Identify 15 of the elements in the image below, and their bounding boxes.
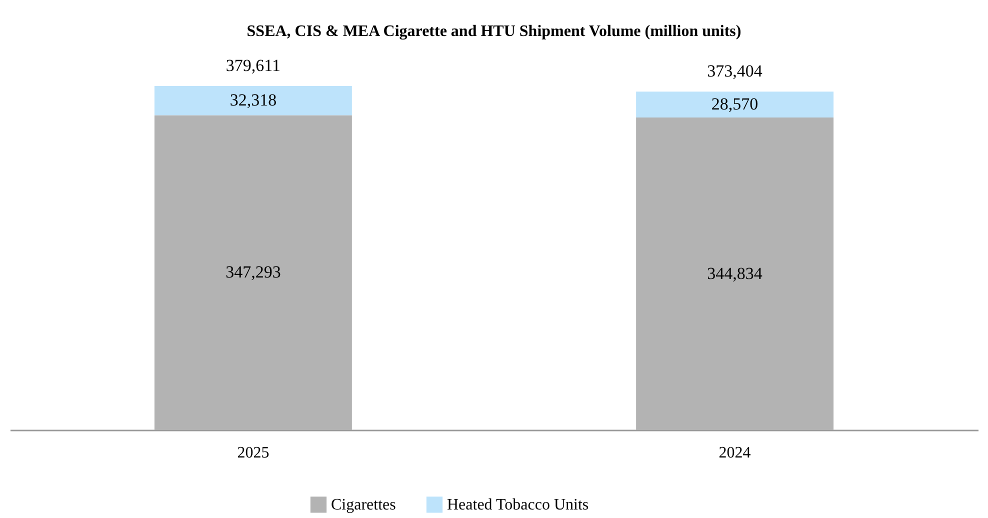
- data-label: 32,318: [230, 90, 277, 110]
- total-label: 373,404: [707, 62, 763, 81]
- legend-label: Cigarettes: [331, 496, 396, 514]
- data-label: 28,570: [711, 94, 758, 114]
- data-label: 347,293: [226, 262, 281, 282]
- bar: [154, 115, 352, 430]
- legend-label: Heated Tobacco Units: [447, 496, 589, 514]
- x-tick-label: 2025: [237, 444, 270, 462]
- total-label: 379,611: [226, 56, 281, 75]
- data-label: 344,834: [707, 264, 763, 283]
- chart-title: SSEA, CIS & MEA Cigarette and HTU Shipment Volume (million units): [246, 23, 742, 40]
- bar: [154, 86, 352, 116]
- x-tick-label: 2024: [718, 444, 751, 462]
- bar: [636, 92, 834, 118]
- bar: [636, 118, 834, 430]
